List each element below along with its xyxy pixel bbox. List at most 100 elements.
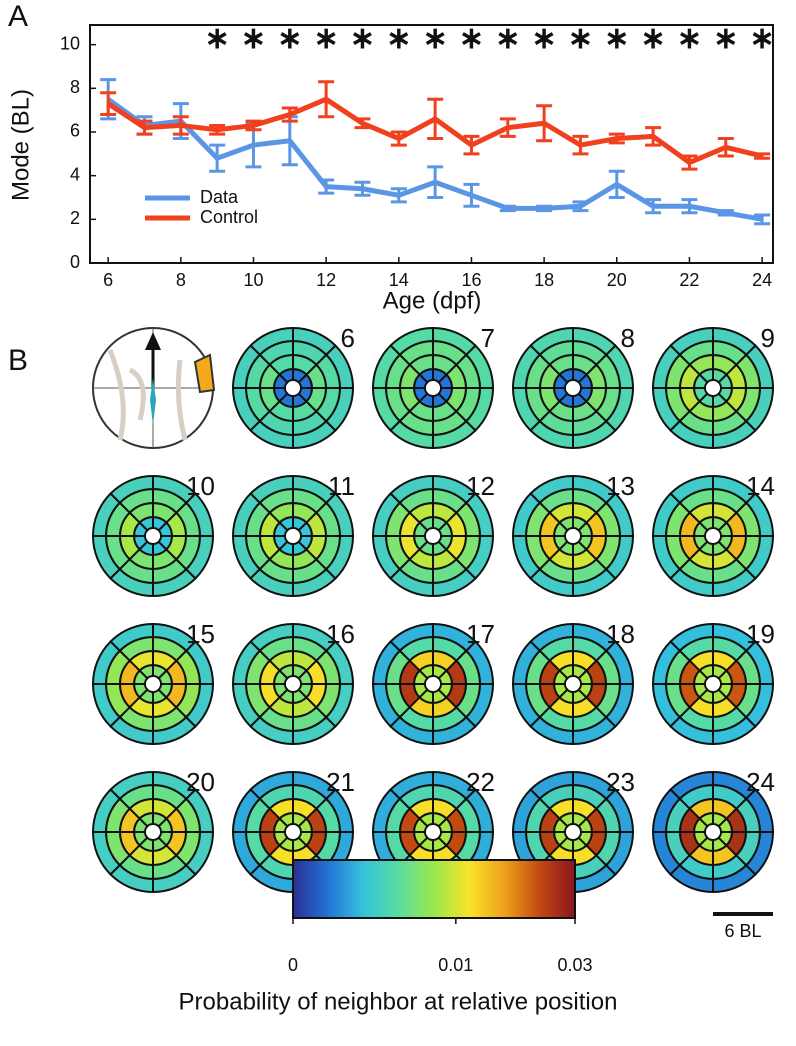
- x-tick-label: 20: [607, 270, 627, 290]
- y-tick-label: 8: [70, 77, 80, 97]
- disc-label: 22: [466, 767, 495, 797]
- x-tick-label: 8: [176, 270, 186, 290]
- heat-cell: [464, 683, 495, 728]
- error-bar: [318, 80, 335, 119]
- error-bar: [681, 198, 698, 215]
- center-marker: [286, 825, 300, 839]
- heat-cell: [464, 387, 495, 432]
- significance-marker: ∗: [641, 22, 666, 55]
- heat-cell: [464, 535, 495, 580]
- significance-marker: ∗: [604, 22, 629, 55]
- error-bar: [645, 198, 662, 215]
- significance-marker: ∗: [277, 22, 302, 55]
- center-marker: [566, 825, 580, 839]
- heat-cell: [604, 387, 635, 432]
- error-bar: [681, 154, 698, 171]
- error-bar: [427, 165, 444, 199]
- disc-label: 7: [481, 323, 495, 353]
- center-marker: [426, 529, 440, 543]
- center-marker: [706, 825, 720, 839]
- heat-cell: [184, 831, 215, 876]
- error-bar: [354, 117, 371, 130]
- heat-cell: [604, 683, 635, 728]
- error-bar: [463, 134, 480, 156]
- x-tick-label: 6: [103, 270, 113, 290]
- center-marker: [706, 381, 720, 395]
- center-marker: [566, 381, 580, 395]
- heat-cell: [744, 535, 775, 580]
- disc-label: 10: [186, 471, 215, 501]
- error-bar: [281, 106, 298, 123]
- error-bar: [209, 123, 226, 136]
- colorbar-tick-label: 0.01: [438, 955, 473, 975]
- error-bar: [172, 115, 189, 136]
- significance-marker: ∗: [314, 22, 339, 55]
- error-bar: [608, 132, 625, 145]
- error-bar: [499, 117, 516, 138]
- x-tick-label: 22: [679, 270, 699, 290]
- center-marker: [426, 677, 440, 691]
- disc-label: 24: [746, 767, 775, 797]
- error-bar: [608, 169, 625, 199]
- significance-marker: ∗: [241, 22, 266, 55]
- disc-label: 13: [606, 471, 635, 501]
- center-marker: [286, 381, 300, 395]
- significance-marker: ∗: [532, 22, 557, 55]
- disc-label: 15: [186, 619, 215, 649]
- error-bar: [245, 119, 262, 132]
- error-bar: [463, 182, 480, 208]
- y-axis-label: Mode (BL): [7, 89, 34, 201]
- colorbar: [292, 859, 576, 919]
- error-bar: [717, 209, 734, 217]
- scale-bar-label: 6 BL: [724, 921, 761, 941]
- heat-cell: [604, 831, 635, 876]
- error-bar: [390, 130, 407, 147]
- disc-label: 23: [606, 767, 635, 797]
- panel-label: A: [8, 0, 28, 33]
- error-bar: [717, 137, 734, 158]
- x-axis-label: Age (dpf): [383, 287, 482, 314]
- disc-label: 12: [466, 471, 495, 501]
- disc-label: 16: [326, 619, 355, 649]
- significance-marker: ∗: [350, 22, 375, 55]
- disc-label: 19: [746, 619, 775, 649]
- center-marker: [286, 677, 300, 691]
- x-tick-label: 14: [389, 270, 409, 290]
- disc-label: 9: [761, 323, 775, 353]
- significance-marker: ∗: [459, 22, 484, 55]
- x-tick-label: 12: [316, 270, 336, 290]
- x-tick-label: 24: [752, 270, 772, 290]
- center-marker: [286, 529, 300, 543]
- y-tick-label: 6: [70, 121, 80, 141]
- disc-label: 8: [621, 323, 635, 353]
- x-tick-label: 16: [461, 270, 481, 290]
- significance-marker: ∗: [677, 22, 702, 55]
- center-marker: [706, 529, 720, 543]
- heat-cell: [744, 683, 775, 728]
- heat-cell: [324, 535, 355, 580]
- significance-marker: ∗: [423, 22, 448, 55]
- error-bar: [754, 152, 771, 160]
- y-tick-label: 0: [70, 252, 80, 272]
- error-bar: [354, 180, 371, 197]
- colorbar-tick-label: 0: [288, 955, 298, 975]
- disc-label: 6: [341, 323, 355, 353]
- significance-marker: ∗: [750, 22, 775, 55]
- center-marker: [146, 825, 160, 839]
- colorbar-label: Probability of neighbor at relative posi…: [179, 988, 618, 1015]
- error-bar: [645, 126, 662, 147]
- significance-marker: ∗: [495, 22, 520, 55]
- disc-label: 17: [466, 619, 495, 649]
- center-marker: [566, 529, 580, 543]
- error-bar: [536, 104, 553, 143]
- heat-cell: [744, 831, 775, 876]
- error-bar: [754, 213, 771, 226]
- heat-cell: [324, 387, 355, 432]
- error-bar: [427, 97, 444, 141]
- heat-cell: [184, 535, 215, 580]
- center-marker: [566, 677, 580, 691]
- y-tick-label: 2: [70, 208, 80, 228]
- disc-label: 21: [326, 767, 355, 797]
- heat-cell: [744, 387, 775, 432]
